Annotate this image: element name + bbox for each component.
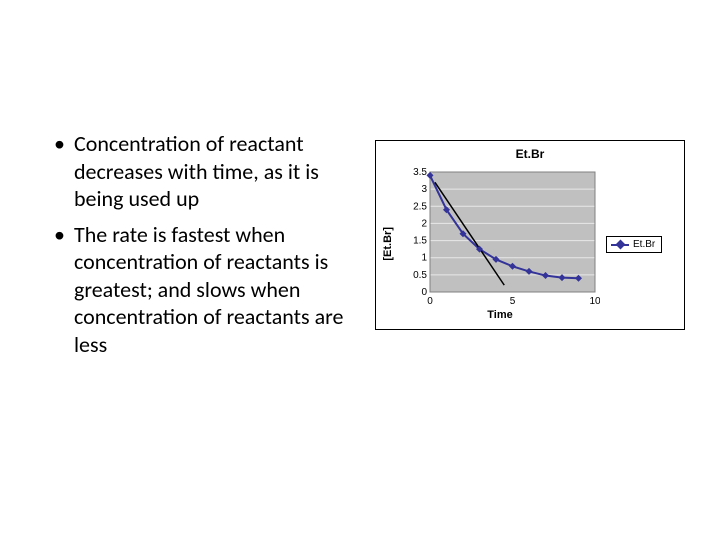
svg-text:0.5: 0.5 bbox=[413, 270, 427, 281]
svg-text:10: 10 bbox=[589, 296, 600, 307]
y-axis-label: [Et.Br] bbox=[382, 227, 394, 261]
chart-plot: 00.511.522.533.50510 bbox=[400, 167, 600, 307]
chart-body: [Et.Br] 00.511.522.533.50510 Time Et.Br bbox=[382, 167, 678, 321]
svg-text:2: 2 bbox=[421, 218, 427, 229]
svg-text:0: 0 bbox=[427, 296, 433, 307]
plot-wrapper: 00.511.522.533.50510 Time bbox=[400, 167, 600, 321]
svg-text:3: 3 bbox=[421, 184, 427, 195]
bullet-list: Concentration of reactant decreases with… bbox=[50, 130, 370, 358]
chart-container: Et.Br [Et.Br] 00.511.522.533.50510 Time … bbox=[375, 140, 685, 330]
svg-text:2.5: 2.5 bbox=[413, 201, 427, 212]
chart-title: Et.Br bbox=[516, 147, 545, 161]
chart-column: Et.Br [Et.Br] 00.511.522.533.50510 Time … bbox=[370, 130, 690, 330]
svg-text:1.5: 1.5 bbox=[413, 236, 427, 247]
x-axis-label: Time bbox=[487, 309, 512, 321]
bullet-item: The rate is fastest when concentration o… bbox=[50, 221, 370, 359]
legend-label: Et.Br bbox=[633, 239, 655, 250]
svg-text:1: 1 bbox=[421, 253, 427, 264]
legend-marker-icon bbox=[611, 239, 629, 249]
svg-text:5: 5 bbox=[510, 296, 516, 307]
text-column: Concentration of reactant decreases with… bbox=[50, 130, 370, 366]
chart-legend: Et.Br bbox=[606, 236, 662, 253]
bullet-item: Concentration of reactant decreases with… bbox=[50, 130, 370, 213]
slide: Concentration of reactant decreases with… bbox=[0, 0, 720, 540]
svg-text:3.5: 3.5 bbox=[413, 167, 427, 178]
